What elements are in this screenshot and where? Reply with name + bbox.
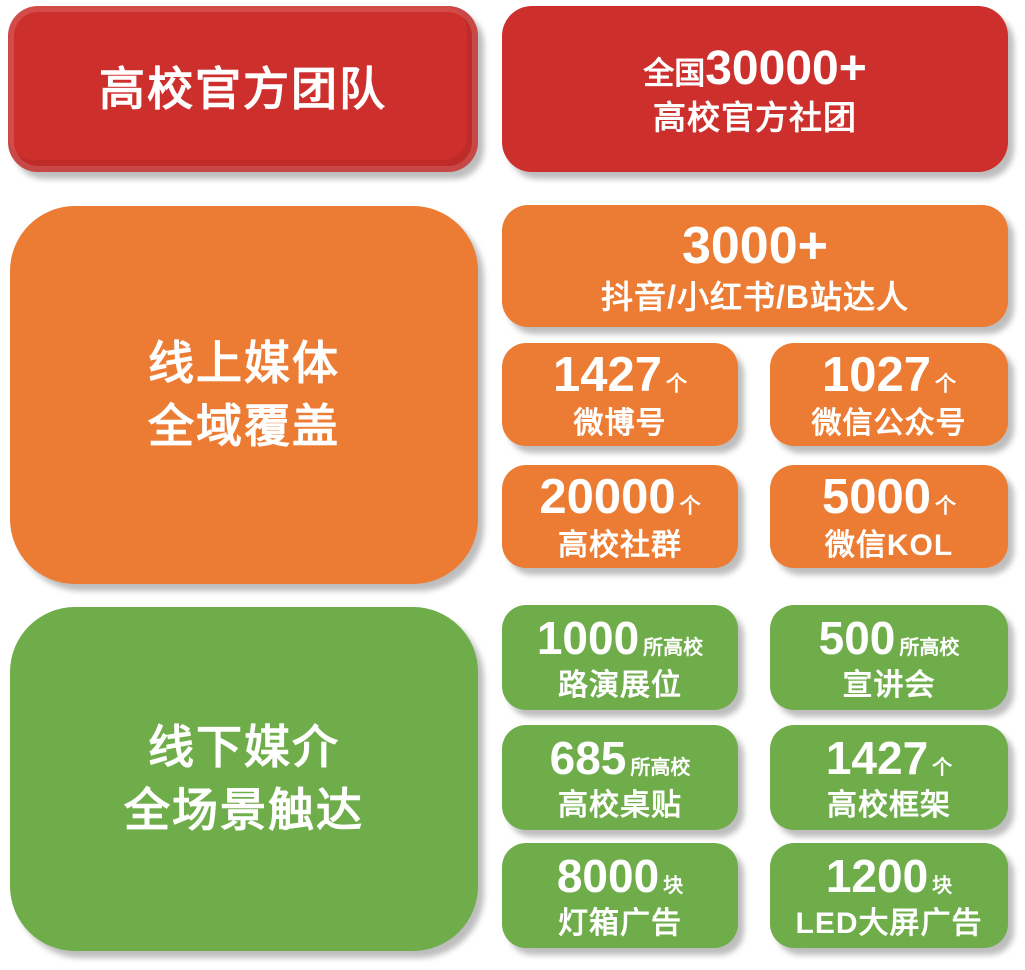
- official-clubs-label: 高校官方社团: [653, 99, 857, 137]
- campus-frames-unit: 个: [932, 756, 953, 779]
- roadshow-label: 路演展位: [558, 668, 682, 702]
- weibo-unit: 个: [666, 373, 687, 397]
- official-clubs-stat: 全国 30000+: [643, 41, 867, 96]
- offline-media-title: 线下媒介 全场景触达: [124, 716, 364, 843]
- weibo-label: 微博号: [573, 407, 667, 441]
- lightbox-ads-unit: 块: [663, 874, 684, 897]
- presentations-number: 500: [818, 611, 896, 664]
- presentations-unit: 所高校: [899, 636, 960, 659]
- led-screen-ads-number: 1200: [825, 849, 929, 902]
- online-media-title-line1: 线上媒体: [148, 336, 340, 389]
- roadshow-unit: 所高校: [643, 636, 704, 659]
- stat-card-campus-frames: 1427 个 高校框架: [770, 725, 1008, 830]
- stat-card-roadshow: 1000 所高校 路演展位: [502, 605, 738, 710]
- led-screen-ads-unit: 块: [932, 874, 953, 897]
- desk-stickers-label: 高校桌贴: [558, 788, 682, 822]
- offline-media-card: 线下媒介 全场景触达: [10, 607, 478, 951]
- official-clubs-card: 全国 30000+ 高校官方社团: [502, 6, 1008, 172]
- stat-card-desk-stickers: 685 所高校 高校桌贴: [502, 725, 738, 830]
- lightbox-ads-label: 灯箱广告: [558, 906, 682, 940]
- offline-media-title-line2: 全场景触达: [124, 784, 364, 836]
- stat-card-presentations: 500 所高校 宣讲会: [770, 605, 1008, 710]
- influencers-label: 抖音/小红书/B站达人: [601, 278, 909, 315]
- campus-groups-unit: 个: [679, 495, 701, 519]
- influencers-number: 3000+: [681, 216, 829, 275]
- desk-stickers-unit: 所高校: [630, 756, 691, 779]
- stat-card-lightbox-ads: 8000 块 灯箱广告: [502, 843, 738, 948]
- wechat-accounts-unit: 个: [935, 373, 956, 397]
- led-screen-ads-label: LED大屏广告: [795, 906, 983, 940]
- online-media-title-line2: 全域覆盖: [148, 400, 340, 452]
- stat-card-wechat-accounts: 1027 个 微信公众号: [770, 343, 1008, 446]
- official-clubs-number: 30000+: [705, 41, 867, 95]
- campus-groups-number: 20000: [539, 470, 676, 525]
- stat-card-weibo: 1427 个 微博号: [502, 343, 738, 446]
- roadshow-number: 1000: [536, 611, 640, 664]
- wechat-kol-label: 微信KOL: [824, 529, 954, 563]
- stat-card-campus-groups: 20000 个 高校社群: [502, 465, 738, 568]
- online-media-card: 线上媒体 全域覆盖: [10, 206, 478, 584]
- offline-media-title-line1: 线下媒介: [148, 720, 340, 773]
- campus-frames-label: 高校框架: [827, 788, 951, 822]
- official-clubs-prefix: 全国: [643, 55, 706, 91]
- official-team-card: 高校官方团队: [8, 6, 478, 172]
- wechat-accounts-number: 1027: [821, 348, 931, 403]
- campus-frames-number: 1427: [825, 731, 929, 784]
- wechat-kol-unit: 个: [935, 495, 956, 519]
- stat-card-influencers: 3000+ 抖音/小红书/B站达人: [502, 205, 1008, 327]
- stat-card-wechat-kol: 5000 个 微信KOL: [770, 465, 1008, 568]
- online-media-title: 线上媒体 全域覆盖: [148, 332, 340, 459]
- stat-card-led-screen-ads: 1200 块 LED大屏广告: [770, 843, 1008, 948]
- wechat-accounts-label: 微信公众号: [811, 407, 967, 441]
- campus-groups-label: 高校社群: [558, 529, 682, 563]
- desk-stickers-number: 685: [549, 731, 627, 784]
- lightbox-ads-number: 8000: [556, 849, 660, 902]
- wechat-kol-number: 5000: [821, 470, 931, 525]
- presentations-label: 宣讲会: [842, 668, 936, 702]
- weibo-number: 1427: [552, 348, 662, 403]
- official-team-title: 高校官方团队: [99, 62, 387, 115]
